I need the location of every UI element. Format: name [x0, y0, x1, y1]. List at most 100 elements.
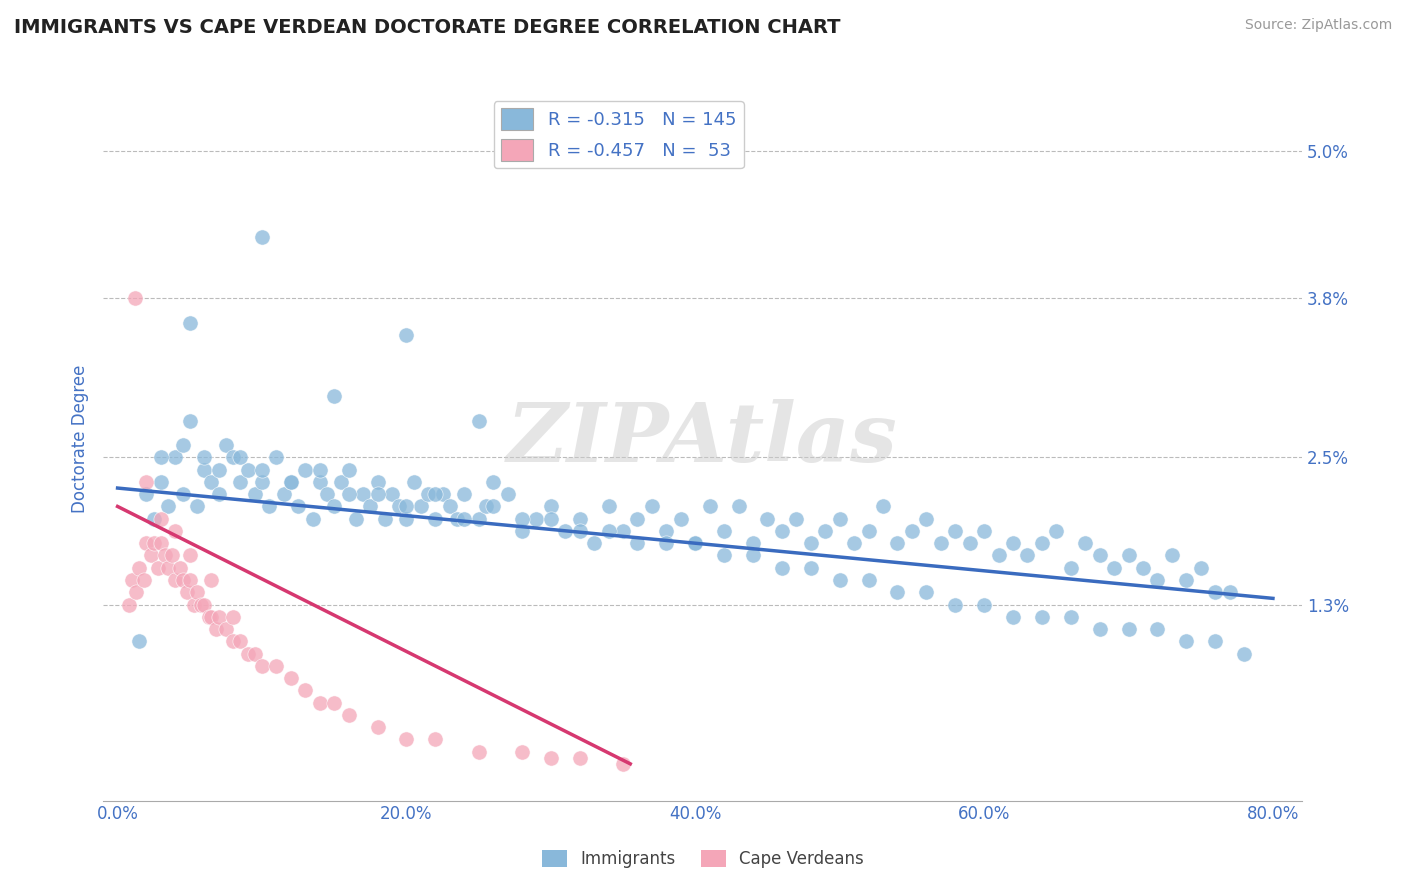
Point [172, 438, 194, 452]
Point [165, 573, 187, 587]
Point [125, 585, 148, 599]
Point [308, 463, 330, 477]
Point [193, 450, 215, 465]
Point [179, 414, 201, 428]
Point [323, 500, 346, 514]
Point [598, 500, 620, 514]
Point [987, 549, 1010, 563]
Point [1204, 634, 1226, 648]
Point [229, 634, 252, 648]
Point [157, 500, 180, 514]
Point [395, 500, 418, 514]
Point [197, 609, 219, 624]
Point [208, 487, 231, 501]
Point [467, 512, 489, 526]
Point [287, 500, 309, 514]
Point [785, 512, 807, 526]
Point [669, 512, 692, 526]
Point [118, 598, 141, 612]
Point [915, 512, 938, 526]
Point [186, 500, 208, 514]
Point [467, 745, 489, 759]
Point [814, 524, 837, 538]
Point [886, 585, 908, 599]
Point [215, 438, 238, 452]
Point [200, 609, 222, 624]
Point [467, 414, 489, 428]
Point [626, 512, 648, 526]
Point [142, 512, 165, 526]
Point [169, 560, 191, 574]
Point [943, 598, 966, 612]
Point [828, 512, 851, 526]
Point [402, 475, 425, 489]
Point [612, 756, 634, 771]
Point [929, 536, 952, 550]
Point [526, 512, 548, 526]
Point [655, 524, 678, 538]
Point [496, 487, 519, 501]
Point [510, 512, 533, 526]
Point [250, 463, 273, 477]
Text: ZIPAtlas: ZIPAtlas [508, 399, 898, 479]
Point [432, 487, 454, 501]
Point [308, 475, 330, 489]
Point [193, 598, 215, 612]
Point [128, 560, 150, 574]
Point [828, 573, 851, 587]
Point [352, 487, 374, 501]
Point [568, 524, 591, 538]
Point [1031, 609, 1053, 624]
Point [1175, 573, 1198, 587]
Point [655, 536, 678, 550]
Point [301, 512, 323, 526]
Point [425, 487, 447, 501]
Point [367, 720, 389, 734]
Point [323, 696, 346, 710]
Point [323, 389, 346, 403]
Point [540, 512, 562, 526]
Text: Source: ZipAtlas.com: Source: ZipAtlas.com [1244, 18, 1392, 32]
Point [742, 536, 765, 550]
Point [208, 463, 231, 477]
Point [1001, 536, 1024, 550]
Point [510, 745, 533, 759]
Point [374, 512, 396, 526]
Point [243, 647, 266, 661]
Point [1118, 622, 1140, 636]
Text: IMMIGRANTS VS CAPE VERDEAN DOCTORATE DEGREE CORRELATION CHART: IMMIGRANTS VS CAPE VERDEAN DOCTORATE DEG… [14, 18, 841, 37]
Point [162, 549, 184, 563]
Point [222, 609, 245, 624]
Point [756, 512, 779, 526]
Point [179, 316, 201, 330]
Point [337, 463, 360, 477]
Point [699, 500, 721, 514]
Point [727, 500, 749, 514]
Point [1146, 622, 1168, 636]
Point [135, 475, 157, 489]
Point [770, 560, 793, 574]
Point [257, 500, 280, 514]
Point [1088, 622, 1111, 636]
Point [1160, 549, 1182, 563]
Point [381, 487, 404, 501]
Point [1146, 573, 1168, 587]
Y-axis label: Doctorate Degree: Doctorate Degree [72, 365, 89, 513]
Point [215, 622, 238, 636]
Point [713, 524, 735, 538]
Point [142, 536, 165, 550]
Point [266, 450, 288, 465]
Point [208, 609, 231, 624]
Point [1060, 560, 1083, 574]
Point [200, 475, 222, 489]
Point [165, 450, 187, 465]
Point [439, 500, 461, 514]
Point [1219, 585, 1241, 599]
Point [482, 500, 505, 514]
Point [943, 524, 966, 538]
Point [886, 536, 908, 550]
Legend: R = -0.315   N = 145, R = -0.457   N =  53: R = -0.315 N = 145, R = -0.457 N = 53 [494, 101, 744, 169]
Point [568, 512, 591, 526]
Point [179, 549, 201, 563]
Point [872, 500, 894, 514]
